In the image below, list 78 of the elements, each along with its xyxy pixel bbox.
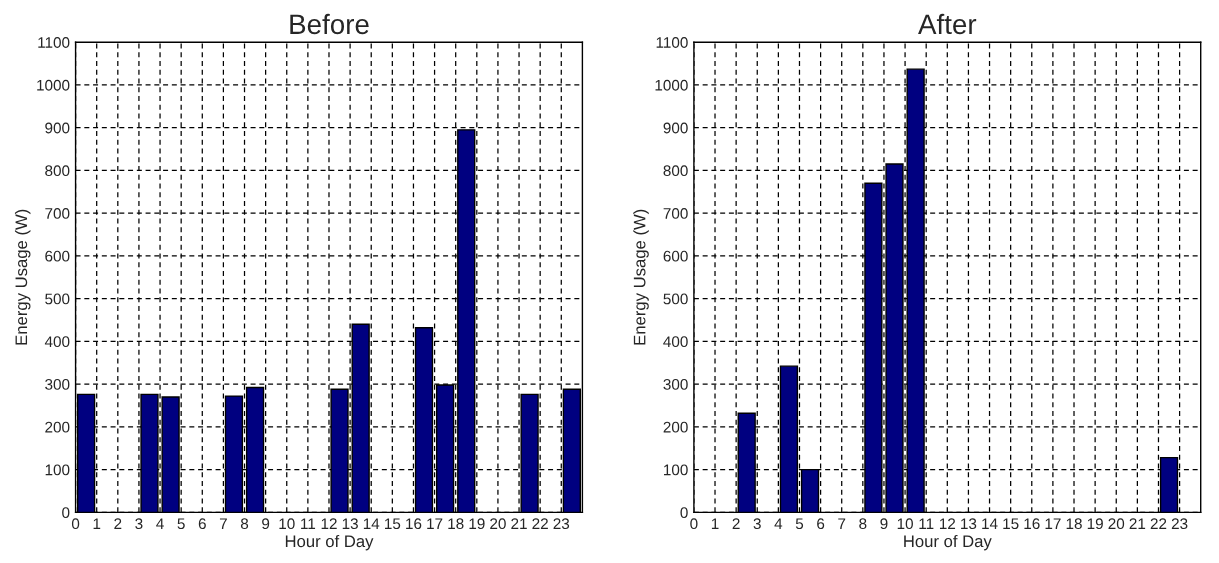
y-tick-label: 1100 (656, 37, 688, 48)
x-tick-label: 10 (897, 518, 913, 530)
x-tick-label: 1 (711, 518, 719, 529)
x-tick-label: 6 (817, 518, 825, 530)
y-tick-label: 500 (663, 293, 688, 305)
y-tick-label: 0 (680, 507, 688, 519)
x-tick-label: 21 (1129, 518, 1146, 529)
x-tick-label: 21 (511, 518, 527, 529)
y-axis-title: Energy Usage (W) (14, 209, 31, 345)
x-tick-label: 0 (71, 518, 80, 530)
x-tick-label: 15 (385, 518, 401, 530)
x-tick-label: 17 (1045, 518, 1061, 529)
x-tick-label: 0 (690, 518, 698, 530)
x-tick-label: 23 (553, 518, 570, 530)
x-tick-label: 13 (342, 518, 358, 530)
x-tick-label: 16 (406, 518, 422, 530)
x-tick-label: 19 (1087, 518, 1103, 530)
x-tick-label: 11 (301, 518, 316, 529)
x-tick-label: 7 (219, 518, 227, 529)
y-tick-label: 200 (45, 421, 70, 433)
x-tick-label: 12 (939, 518, 956, 529)
y-tick-label: 300 (45, 378, 70, 390)
y-tick-label: 0 (62, 507, 70, 519)
x-tick-label: 4 (774, 518, 783, 529)
x-axis-title: Hour of Day (904, 534, 992, 551)
y-tick-label: 900 (45, 122, 70, 134)
x-tick-label: 15 (1003, 518, 1019, 530)
y-tick-label: 1100 (38, 37, 70, 48)
x-tick-label: 3 (753, 518, 761, 530)
x-tick-label: 3 (135, 518, 143, 530)
x-tick-label: 13 (961, 518, 977, 530)
y-tick-label: 600 (663, 250, 688, 262)
x-tick-label: 10 (279, 518, 295, 530)
x-tick-label: 2 (114, 518, 122, 529)
chart-title: After (918, 13, 977, 35)
x-tick-label: 14 (363, 518, 380, 529)
y-tick-label: 700 (663, 208, 688, 219)
x-tick-label: 22 (1150, 518, 1167, 529)
x-tick-label: 6 (198, 518, 206, 530)
x-tick-label: 14 (982, 518, 998, 529)
y-tick-label: 200 (663, 421, 688, 433)
y-tick-label: 400 (44, 336, 70, 348)
x-tick-label: 9 (880, 518, 888, 530)
x-tick-label: 12 (321, 518, 337, 529)
y-tick-label: 400 (663, 336, 688, 348)
x-tick-label: 4 (156, 518, 164, 529)
x-tick-label: 11 (919, 518, 934, 529)
y-tick-label: 800 (45, 165, 70, 177)
x-tick-label: 18 (1066, 518, 1082, 530)
x-tick-label: 1 (93, 518, 101, 529)
y-tick-label: 700 (45, 208, 70, 219)
x-tick-label: 2 (732, 518, 740, 529)
y-tick-label: 300 (663, 378, 688, 390)
y-tick-label: 500 (45, 293, 70, 305)
y-tick-label: 100 (45, 464, 70, 476)
x-tick-label: 5 (177, 518, 185, 530)
x-tick-label: 22 (532, 518, 548, 529)
x-tick-label: 20 (1108, 518, 1125, 530)
x-tick-label: 16 (1024, 518, 1040, 530)
x-tick-label: 18 (448, 518, 464, 530)
x-tick-label: 8 (240, 518, 249, 530)
x-tick-label: 19 (469, 518, 485, 530)
x-tick-label: 5 (795, 518, 804, 530)
x-tick-label: 17 (427, 518, 443, 529)
y-tick-label: 100 (664, 464, 688, 476)
x-tick-label: 7 (838, 518, 846, 529)
x-tick-label: 8 (859, 518, 867, 530)
y-tick-label: 1000 (37, 79, 70, 91)
x-tick-label: 9 (262, 518, 270, 530)
x-tick-label: 23 (1171, 518, 1188, 530)
y-tick-label: 900 (663, 122, 688, 134)
y-axis-title: Energy Usage (W) (633, 209, 649, 345)
y-tick-label: 800 (663, 165, 688, 177)
y-tick-label: 1000 (655, 79, 688, 91)
y-tick-label: 600 (45, 250, 70, 262)
x-axis-title: Hour of Day (285, 534, 374, 551)
x-tick-label: 20 (490, 518, 506, 530)
chart-title: Before (290, 13, 369, 35)
